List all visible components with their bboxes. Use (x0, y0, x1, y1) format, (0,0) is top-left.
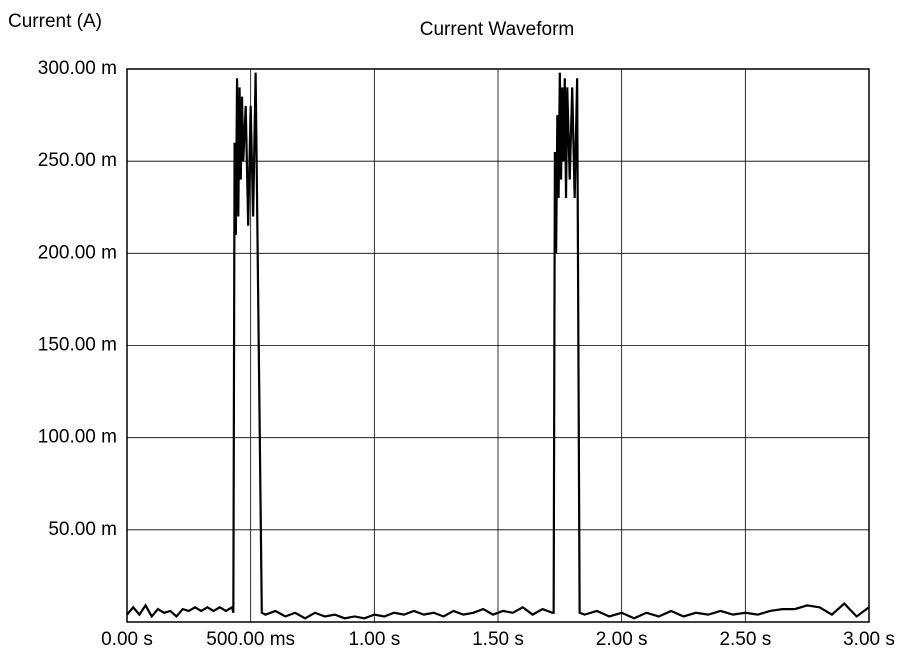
y-tick-label: 50.00 m (48, 519, 117, 540)
chart-title: Current Waveform (420, 19, 575, 40)
x-tick-label: 1.00 s (348, 629, 400, 650)
y-tick-label: 300.00 m (38, 58, 117, 79)
x-tick-label: 1.50 s (472, 629, 524, 650)
y-tick-label: 150.00 m (38, 335, 117, 356)
x-tick-label: 0.00 s (101, 629, 153, 650)
x-tick-label: 2.00 s (596, 629, 648, 650)
x-tick-label: 3.00 s (843, 629, 895, 650)
y-tick-label: 200.00 m (38, 242, 117, 263)
x-tick-label: 2.50 s (719, 629, 771, 650)
y-tick-label: 100.00 m (38, 427, 117, 448)
series-line (126, 72, 870, 620)
y-tick-label: 250.00 m (38, 150, 117, 171)
y-axis-label: Current (A) (8, 11, 102, 32)
x-tick-label: 500.00 ms (206, 629, 295, 650)
